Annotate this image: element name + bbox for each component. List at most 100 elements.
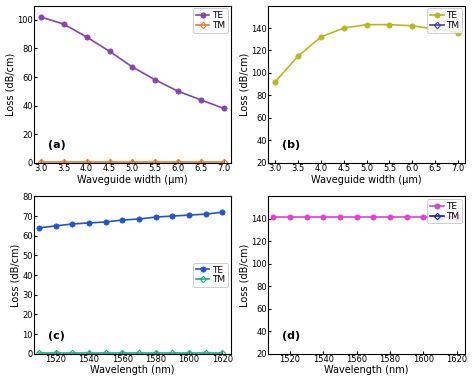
TM <box>119 351 125 355</box>
TM <box>107 160 112 165</box>
TE <box>61 22 67 26</box>
TE <box>371 215 376 219</box>
Text: (a): (a) <box>48 140 65 150</box>
Legend: TE, TM: TE, TM <box>193 263 228 287</box>
TE <box>198 98 204 102</box>
TE <box>295 54 301 58</box>
TE <box>119 218 125 222</box>
TM <box>84 160 90 165</box>
TE <box>432 27 438 31</box>
Legend: TE, TM: TE, TM <box>428 199 462 223</box>
Line: TE: TE <box>36 210 225 231</box>
TE <box>86 221 92 225</box>
TE <box>203 212 209 216</box>
TM <box>371 373 376 378</box>
TM <box>153 160 158 165</box>
TM <box>420 373 426 378</box>
TM <box>410 182 415 187</box>
TE <box>136 217 142 221</box>
TE <box>304 215 310 219</box>
TE <box>175 89 181 94</box>
TM <box>354 373 359 378</box>
TE <box>38 15 44 19</box>
TM <box>198 160 204 165</box>
TM <box>170 351 175 355</box>
TM <box>53 351 59 355</box>
TE <box>153 78 158 82</box>
TE <box>153 215 159 219</box>
TE <box>437 215 443 219</box>
TM <box>219 351 225 355</box>
X-axis label: Waveguide width (μm): Waveguide width (μm) <box>77 174 188 184</box>
TM <box>271 373 276 378</box>
TM <box>86 351 92 355</box>
TM <box>364 182 369 187</box>
TE <box>70 222 75 226</box>
TM <box>61 160 67 165</box>
TM <box>437 373 443 378</box>
TE <box>410 24 415 28</box>
TM <box>432 182 438 187</box>
TM <box>273 182 278 187</box>
TM <box>175 160 181 165</box>
TM <box>153 351 159 355</box>
TE <box>420 215 426 219</box>
TM <box>129 160 135 165</box>
TM <box>455 182 461 187</box>
Text: (c): (c) <box>48 331 65 341</box>
TE <box>320 215 326 219</box>
TE <box>404 215 410 219</box>
Line: TE: TE <box>273 22 461 85</box>
Legend: TE, TM: TE, TM <box>428 8 462 33</box>
TE <box>341 26 346 30</box>
TE <box>129 65 135 69</box>
TM <box>337 373 343 378</box>
TE <box>455 30 461 35</box>
TE <box>84 35 90 39</box>
TM <box>221 160 227 165</box>
Y-axis label: Loss (dB/cm): Loss (dB/cm) <box>6 53 16 116</box>
TE <box>107 49 112 54</box>
Line: TE: TE <box>271 214 459 219</box>
TE <box>454 215 459 219</box>
TE <box>354 215 359 219</box>
TM <box>36 351 42 355</box>
TE <box>186 213 192 218</box>
Line: TM: TM <box>271 374 459 378</box>
TM <box>295 182 301 187</box>
Text: (b): (b) <box>282 140 300 150</box>
X-axis label: Wavelength (nm): Wavelength (nm) <box>90 365 174 375</box>
Line: TE: TE <box>38 14 227 111</box>
TM <box>318 182 324 187</box>
TM <box>103 351 109 355</box>
TE <box>387 22 392 27</box>
X-axis label: Wavelength (nm): Wavelength (nm) <box>324 365 409 375</box>
TM <box>203 351 209 355</box>
X-axis label: Waveguide width (μm): Waveguide width (μm) <box>311 174 422 184</box>
TE <box>221 106 227 111</box>
TE <box>36 226 42 230</box>
TM <box>38 160 44 165</box>
TE <box>387 215 393 219</box>
TM <box>186 351 192 355</box>
TM <box>70 351 75 355</box>
TM <box>136 351 142 355</box>
TE <box>364 22 369 27</box>
TM <box>341 182 346 187</box>
TE <box>287 215 293 219</box>
TM <box>304 373 310 378</box>
TM <box>387 182 392 187</box>
Line: TM: TM <box>39 160 226 165</box>
TM <box>387 373 393 378</box>
TM <box>320 373 326 378</box>
Line: TM: TM <box>273 182 460 187</box>
TM <box>287 373 293 378</box>
TE <box>170 214 175 218</box>
Y-axis label: Loss (dB/cm): Loss (dB/cm) <box>11 243 21 307</box>
TE <box>273 80 278 84</box>
TE <box>337 215 343 219</box>
Legend: TE, TM: TE, TM <box>193 8 228 33</box>
TM <box>404 373 410 378</box>
TE <box>219 210 225 215</box>
TE <box>271 215 276 219</box>
